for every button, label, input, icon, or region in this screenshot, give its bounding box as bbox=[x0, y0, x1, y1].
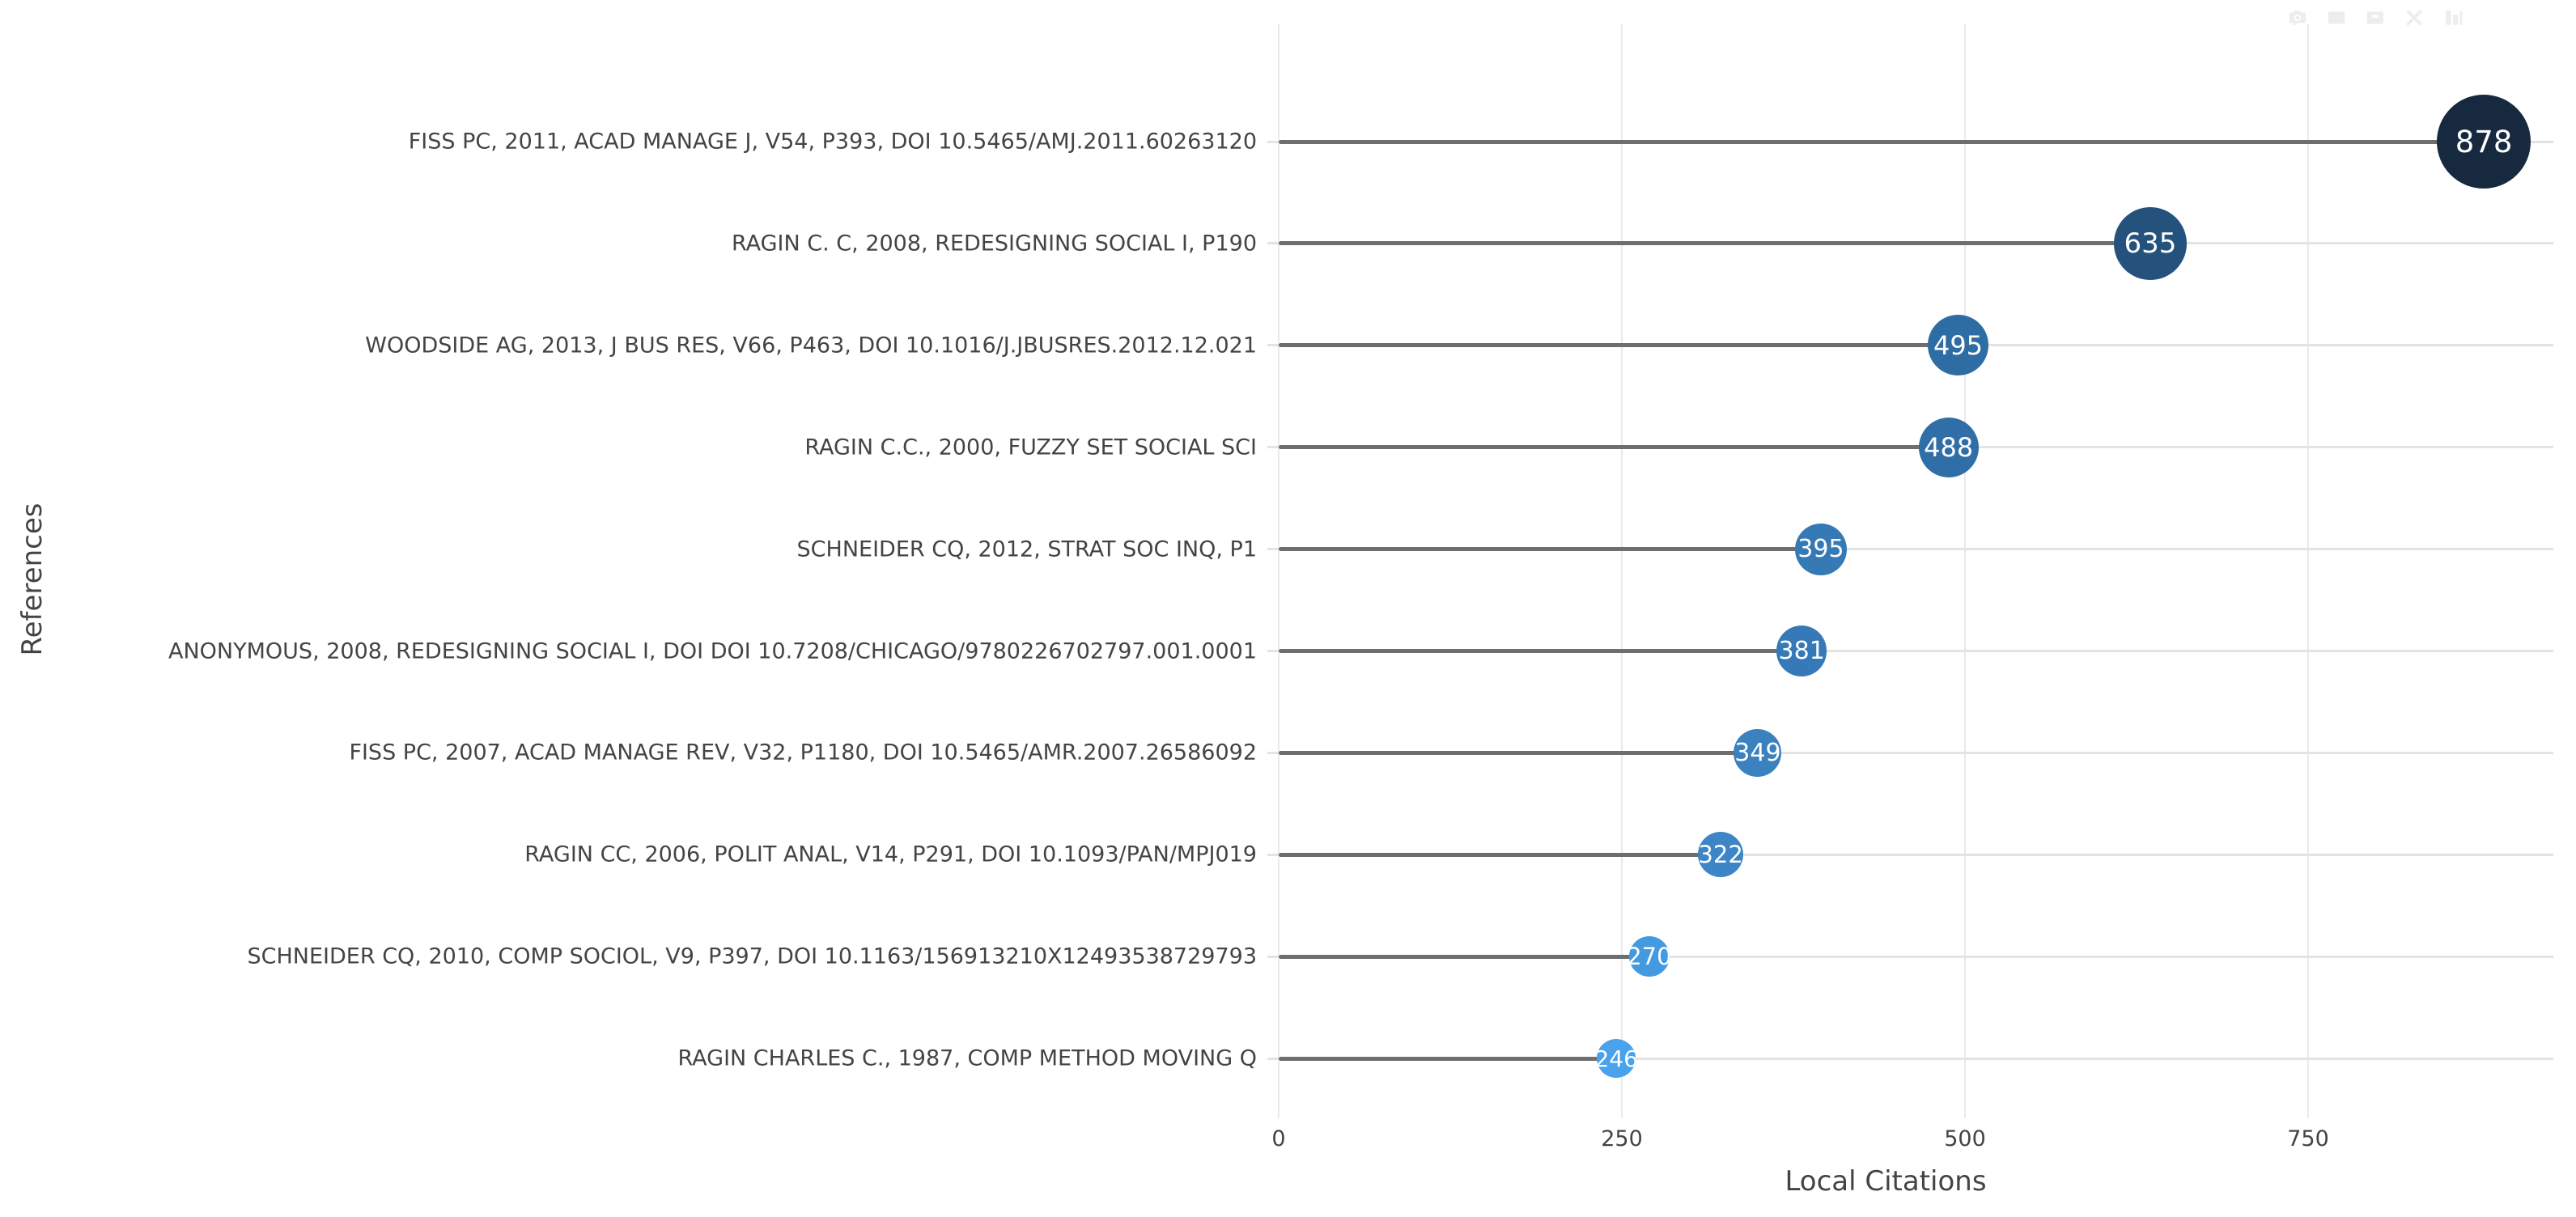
lollipop-stem bbox=[1279, 1056, 1617, 1061]
lollipop-stem bbox=[1279, 343, 1959, 348]
x-axis-title: Local Citations bbox=[1785, 1165, 1987, 1198]
lollipop-stem bbox=[1279, 649, 1802, 653]
citation-bubble[interactable]: 635 bbox=[2114, 206, 2187, 280]
reference-label: FISS PC, 2011, ACAD MANAGE J, V54, P393,… bbox=[408, 129, 1257, 155]
autoscale-icon[interactable] bbox=[2399, 3, 2430, 32]
x-gridline bbox=[2307, 24, 2309, 1118]
reference-label: RAGIN C.C., 2000, FUZZY SET SOCIAL SCI bbox=[804, 435, 1257, 460]
citation-bubble[interactable]: 488 bbox=[1918, 417, 1979, 477]
x-tick-label: 250 bbox=[1601, 1126, 1643, 1151]
x-tick-label: 500 bbox=[1944, 1126, 1986, 1151]
x-gridline bbox=[1621, 24, 1623, 1118]
citation-bubble[interactable]: 322 bbox=[1698, 832, 1744, 878]
lollipop-stem bbox=[1279, 954, 1649, 959]
citation-bubble[interactable]: 878 bbox=[2437, 95, 2531, 189]
lollipop-stem bbox=[1279, 750, 1758, 755]
pan-icon[interactable] bbox=[2360, 3, 2391, 32]
x-gridline bbox=[1964, 24, 1966, 1118]
y-axis-title: References bbox=[16, 502, 49, 656]
row-track-line bbox=[1267, 548, 2553, 551]
reference-label: WOODSIDE AG, 2013, J BUS RES, V66, P463,… bbox=[365, 333, 1257, 358]
row-track-line bbox=[1267, 955, 2553, 958]
x-gridline bbox=[1278, 24, 1280, 1118]
lollipop-stem bbox=[1279, 547, 1821, 552]
row-track-line bbox=[1267, 1057, 2553, 1060]
plotly-modebar bbox=[2282, 3, 2468, 32]
reference-label: RAGIN C. C, 2008, REDESIGNING SOCIAL I, … bbox=[731, 231, 1257, 257]
citation-bubble[interactable]: 270 bbox=[1628, 935, 1670, 977]
citation-bubble[interactable]: 349 bbox=[1734, 728, 1782, 777]
reference-label: SCHNEIDER CQ, 2010, COMP SOCIOL, V9, P39… bbox=[247, 943, 1257, 969]
citation-bubble[interactable]: 381 bbox=[1776, 625, 1827, 676]
lollipop-stem bbox=[1279, 445, 1949, 450]
citation-bubble[interactable]: 395 bbox=[1794, 523, 1847, 575]
citation-bubble[interactable]: 246 bbox=[1597, 1039, 1636, 1079]
lollipop-stem bbox=[1279, 241, 2150, 246]
x-tick-label: 750 bbox=[2287, 1126, 2329, 1151]
row-track-line bbox=[1267, 650, 2553, 652]
camera-icon[interactable] bbox=[2282, 3, 2313, 32]
citation-bubble[interactable]: 495 bbox=[1928, 315, 1988, 376]
plotly-logo-icon[interactable] bbox=[2438, 3, 2468, 32]
reference-label: FISS PC, 2007, ACAD MANAGE REV, V32, P11… bbox=[349, 740, 1257, 765]
reference-label: RAGIN CHARLES C., 1987, COMP METHOD MOVI… bbox=[677, 1045, 1257, 1071]
lollipop-stem bbox=[1279, 139, 2485, 144]
row-track-line bbox=[1267, 751, 2553, 754]
zoom-icon[interactable] bbox=[2321, 3, 2352, 32]
lollipop-stem bbox=[1279, 852, 1721, 857]
x-tick-label: 0 bbox=[1271, 1126, 1286, 1151]
row-track-line bbox=[1267, 853, 2553, 856]
reference-label: SCHNEIDER CQ, 2012, STRAT SOC INQ, P1 bbox=[796, 536, 1257, 562]
reference-label: ANONYMOUS, 2008, REDESIGNING SOCIAL I, D… bbox=[168, 638, 1257, 664]
reference-label: RAGIN CC, 2006, POLIT ANAL, V14, P291, D… bbox=[524, 842, 1257, 867]
